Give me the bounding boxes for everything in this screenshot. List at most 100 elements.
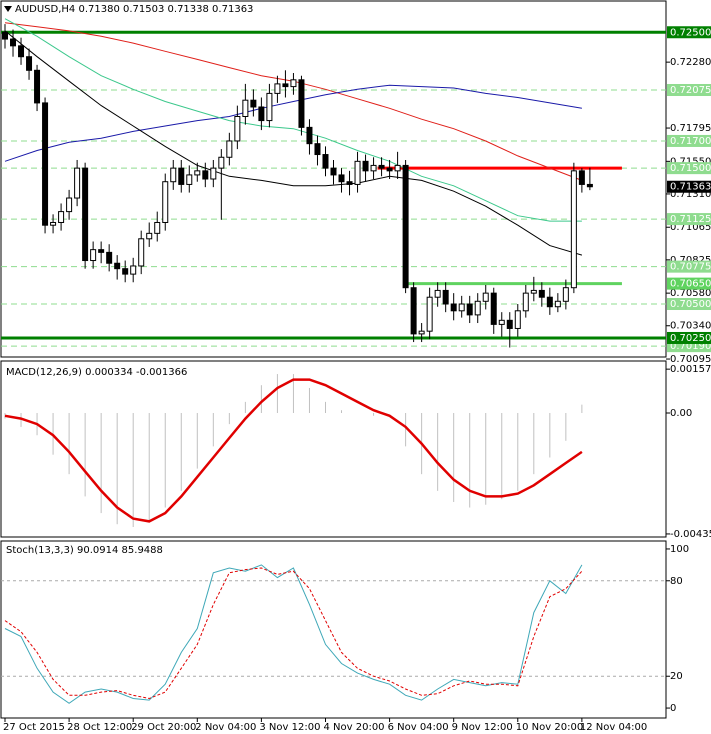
candle-body bbox=[98, 249, 105, 253]
level-label: 0.71500 bbox=[670, 163, 711, 174]
candle-body bbox=[146, 232, 153, 240]
level-label: 0.72075 bbox=[670, 85, 711, 96]
moving-average bbox=[4, 30, 583, 256]
x-tick-label: 2 Nov 04:00 bbox=[195, 722, 256, 733]
candle-body bbox=[242, 99, 249, 117]
candle-body bbox=[274, 83, 281, 94]
candle-body bbox=[282, 83, 289, 88]
candle-body bbox=[226, 140, 233, 158]
y-tick-label: 0.71065 bbox=[670, 222, 711, 233]
candle-body bbox=[450, 303, 457, 312]
candle-body bbox=[90, 249, 97, 262]
candle-body bbox=[546, 296, 553, 308]
candle-body bbox=[538, 289, 545, 298]
candle-body bbox=[522, 292, 529, 312]
x-tick-label: 29 Oct 20:00 bbox=[131, 722, 196, 733]
candle-body bbox=[234, 115, 241, 142]
level-label-box bbox=[667, 331, 711, 344]
y-tick-label: 0.72280 bbox=[670, 57, 711, 68]
candle-body bbox=[162, 181, 169, 223]
level-label-box bbox=[667, 298, 711, 311]
level-label: 0.72500 bbox=[670, 27, 711, 38]
price-title: AUDUSD,H4 0.71380 0.71503 0.71338 0.7136… bbox=[15, 4, 253, 15]
y-tick-label: 100 bbox=[670, 544, 689, 555]
candle-body bbox=[290, 79, 297, 88]
candle-body bbox=[178, 167, 185, 185]
level-label-box bbox=[667, 277, 711, 290]
level-label: 0.70190 bbox=[670, 341, 711, 352]
candle-body bbox=[330, 167, 337, 176]
last-price-box bbox=[667, 180, 711, 193]
stoch-panel bbox=[0, 540, 667, 719]
candle-body bbox=[562, 287, 569, 302]
level-label: 0.70775 bbox=[670, 262, 711, 273]
level-label-box bbox=[667, 26, 711, 39]
level-label: 0.70250 bbox=[670, 333, 711, 344]
x-tick-label: 4 Nov 20:00 bbox=[323, 722, 384, 733]
level-label-box bbox=[667, 260, 711, 273]
candle-body bbox=[418, 330, 425, 335]
candle-body bbox=[106, 251, 113, 264]
candle-body bbox=[266, 92, 273, 122]
y-tick-label: -0.00435 bbox=[670, 529, 711, 540]
candle-body bbox=[202, 170, 209, 180]
y-tick-label: 0.70580 bbox=[670, 288, 711, 299]
stoch-title: Stoch(13,3,3) 90.0914 85.9488 bbox=[6, 545, 163, 556]
candle-body bbox=[378, 164, 385, 169]
y-tick-label: 0.71310 bbox=[670, 189, 711, 200]
x-tick-label: 10 Nov 20:00 bbox=[516, 722, 583, 733]
candle-body bbox=[154, 221, 161, 234]
candle-body bbox=[338, 174, 345, 183]
candle-body bbox=[410, 287, 417, 335]
moving-average bbox=[4, 18, 582, 222]
candle-body bbox=[482, 292, 489, 302]
candle-body bbox=[458, 303, 465, 312]
candle-body bbox=[258, 106, 265, 122]
level-label: 0.71700 bbox=[670, 136, 711, 147]
candle-body bbox=[50, 221, 57, 226]
candle-body bbox=[370, 164, 377, 172]
candle-body bbox=[18, 45, 25, 58]
candle-body bbox=[554, 300, 561, 308]
candle-body bbox=[466, 303, 473, 316]
y-tick-label: 20 bbox=[670, 671, 683, 682]
menu-arrow bbox=[4, 6, 12, 12]
candle-body bbox=[210, 167, 217, 180]
candle-body bbox=[194, 170, 201, 176]
stoch-line bbox=[4, 564, 583, 704]
x-tick-label: 27 Oct 2015 bbox=[3, 722, 65, 733]
x-tick-label: 3 Nov 12:00 bbox=[259, 722, 320, 733]
x-tick-label: 12 Nov 04:00 bbox=[580, 722, 647, 733]
candle-body bbox=[114, 262, 121, 270]
level-label: 0.71125 bbox=[670, 214, 711, 225]
macd-title: MACD(12,26,9) 0.000334 -0.001366 bbox=[6, 367, 187, 378]
y-tick-label: 0.70825 bbox=[670, 255, 711, 266]
y-tick-label: 0.71550 bbox=[670, 156, 711, 167]
level-label: 0.70500 bbox=[670, 299, 711, 310]
candle-body bbox=[322, 154, 329, 169]
candle-body bbox=[2, 31, 9, 40]
candle-body bbox=[362, 160, 369, 172]
y-tick-label: 0.00 bbox=[670, 408, 692, 419]
candle-body bbox=[346, 181, 353, 185]
candle-body bbox=[298, 79, 305, 128]
candle-body bbox=[506, 319, 513, 329]
x-tick-label: 6 Nov 04:00 bbox=[388, 722, 449, 733]
macd-panel bbox=[0, 360, 667, 538]
candle-body bbox=[314, 143, 321, 156]
y-tick-label: 0.70340 bbox=[670, 321, 711, 332]
candle-body bbox=[578, 170, 585, 185]
candle-body bbox=[530, 289, 537, 294]
candle-body bbox=[434, 289, 441, 298]
candle-body bbox=[306, 126, 313, 145]
level-label-box bbox=[667, 162, 711, 175]
candle-body bbox=[58, 211, 65, 223]
candle-body bbox=[170, 167, 177, 183]
candle-body bbox=[570, 170, 577, 289]
candle-body bbox=[586, 183, 593, 188]
level-label: 0.70650 bbox=[670, 279, 711, 290]
moving-average bbox=[4, 84, 582, 162]
y-tick-label: 0 bbox=[670, 703, 676, 714]
